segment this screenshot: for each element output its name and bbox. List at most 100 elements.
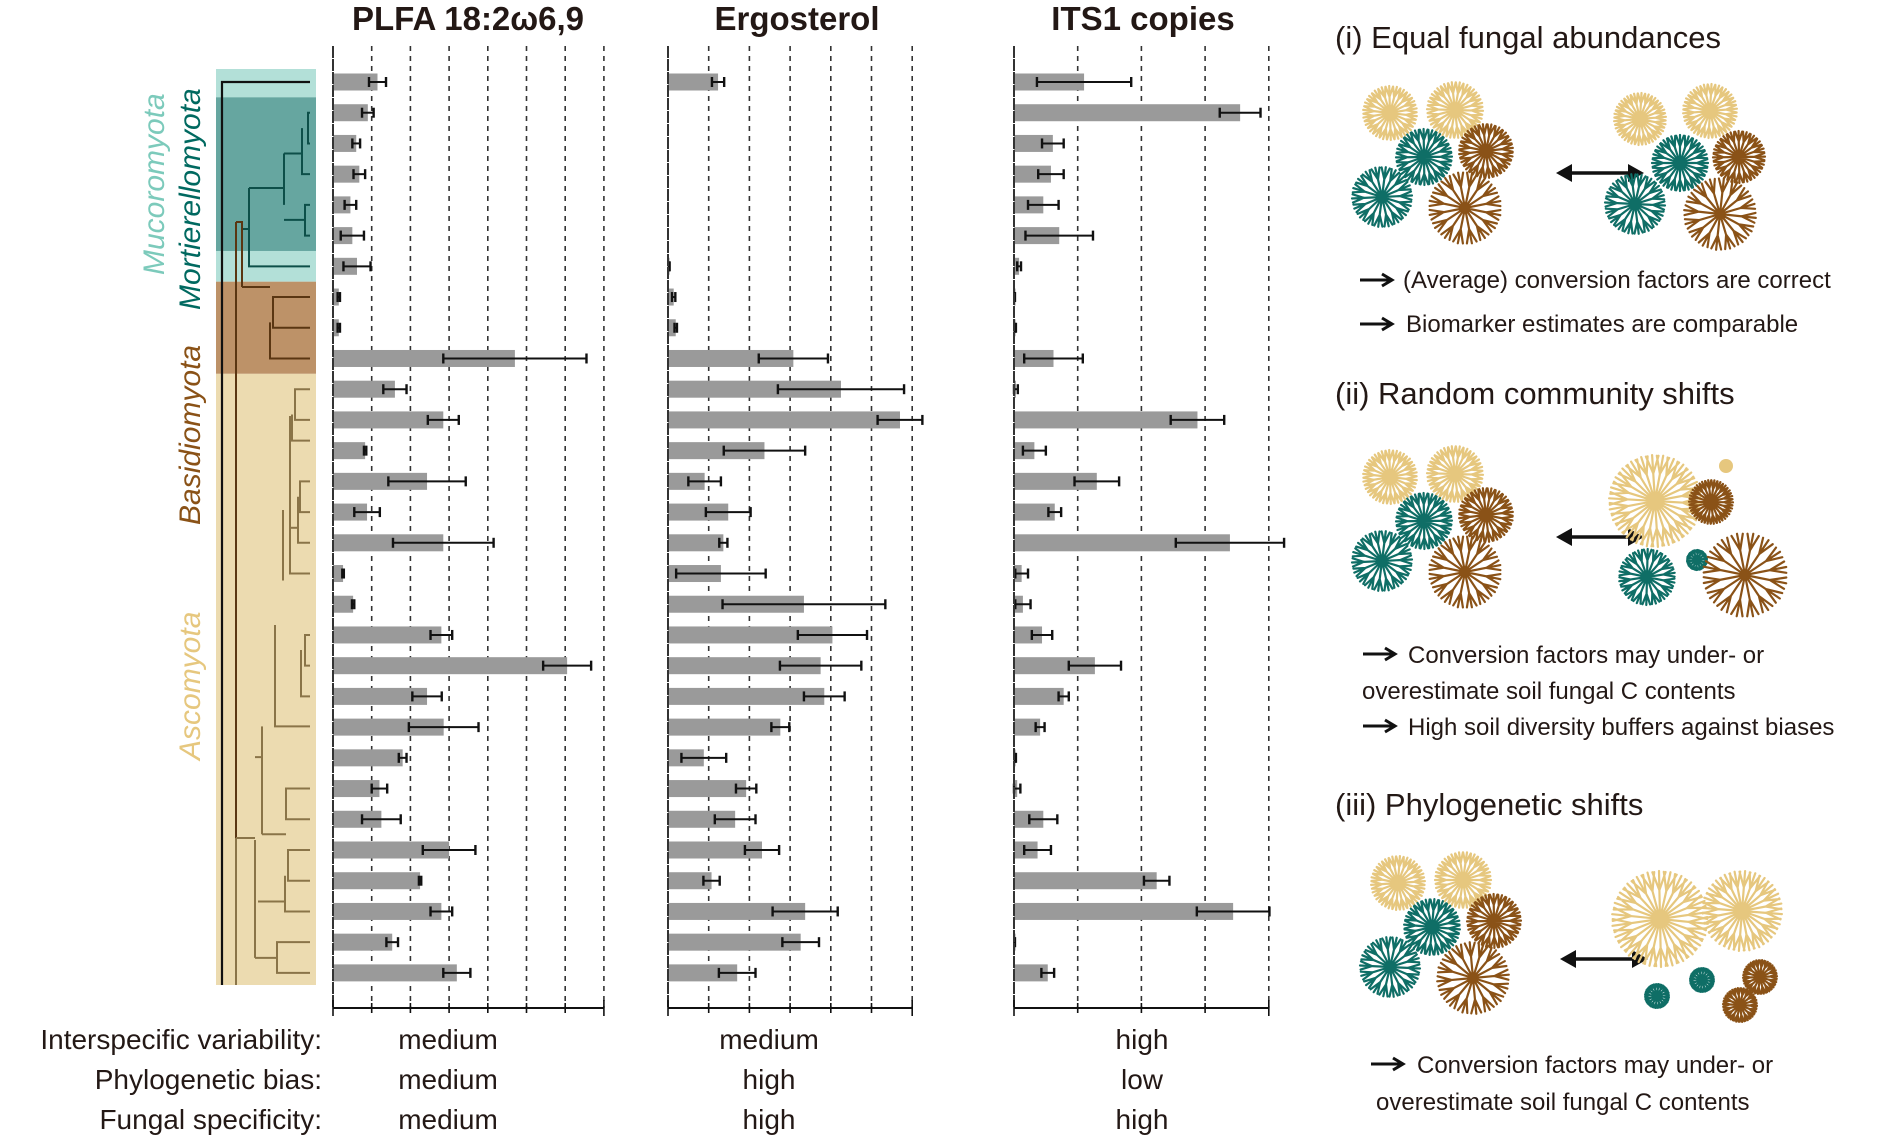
- bar: [1014, 503, 1055, 521]
- scenarios: (i) Equal fungal abundances (ii) Random …: [1335, 20, 1834, 1116]
- bullet-i-1: (Average) conversion factors are correct: [1360, 267, 1831, 294]
- plfa-variability: medium: [398, 1024, 498, 1055]
- bar: [668, 319, 676, 337]
- fungal-colony-icon: [1702, 532, 1788, 618]
- scenario-title-iii: (iii) Phylogenetic shifts: [1335, 787, 1643, 822]
- fungal-colony-icon: [1394, 127, 1454, 187]
- tree-branch: [299, 480, 310, 514]
- phylogeny: [216, 69, 316, 986]
- bar: [668, 933, 801, 951]
- bullet-i-2: Biomarker estimates are comparable: [1360, 311, 1798, 338]
- summary-table: Interspecific variability: Phylogenetic …: [40, 1024, 1168, 1135]
- fungal-colony-icon: [1741, 959, 1779, 995]
- bar: [333, 319, 339, 337]
- fungal-colony-icon: [1425, 445, 1485, 503]
- hyphae: [1403, 898, 1461, 956]
- its1-variability: high: [1116, 1024, 1169, 1055]
- fungal-colony-icon: [1458, 123, 1514, 179]
- bar: [333, 902, 442, 920]
- bar: [668, 902, 806, 920]
- bar: [1014, 687, 1064, 705]
- bar: [668, 718, 781, 736]
- hyphae: [1433, 851, 1493, 909]
- bar: [333, 349, 515, 367]
- fungal-colony-icon: [1428, 535, 1502, 609]
- bar: [668, 687, 825, 705]
- fungal-colony-icon: [1711, 129, 1767, 185]
- bar: [668, 411, 900, 429]
- hyphae: [1608, 454, 1702, 548]
- tree-branch: [300, 649, 310, 698]
- fungal-colony-icon: [1686, 548, 1708, 572]
- bar: [668, 73, 719, 91]
- scenario-title-i: (i) Equal fungal abundances: [1335, 20, 1721, 55]
- fungal-colony-icon: [1458, 487, 1514, 543]
- bar: [333, 626, 442, 644]
- bullet-text-cont: overestimate soil fungal C contents: [1376, 1089, 1750, 1116]
- hyphae: [1370, 855, 1426, 911]
- ergosterol-specificity: high: [743, 1104, 796, 1135]
- bullet-iii-1: Conversion factors may under- or overest…: [1371, 1052, 1773, 1116]
- bar: [333, 73, 378, 91]
- hyphae: [1425, 81, 1485, 139]
- fungal-colony-icon: [1362, 84, 1418, 142]
- hyphae: [1350, 530, 1414, 592]
- bar: [1014, 104, 1241, 122]
- hyphae: [1613, 91, 1667, 147]
- hyphae: [1458, 487, 1514, 543]
- bar: [668, 472, 705, 490]
- bullet-text: (Average) conversion factors are correct: [1403, 267, 1831, 294]
- bullet-text: Conversion factors may under- or: [1417, 1052, 1773, 1079]
- fungal-colony-icon: [1362, 448, 1418, 506]
- tree-branch: [294, 388, 310, 421]
- panel-title-plfa: PLFA 18:2ω6,9: [352, 0, 584, 37]
- hyphae: [1721, 987, 1759, 1023]
- fungal-colony-icon: [1433, 851, 1493, 909]
- tree-branch: [304, 633, 310, 667]
- hyphae: [1701, 870, 1783, 952]
- hyphae: [1702, 532, 1788, 618]
- tree-branch: [287, 849, 310, 882]
- tree-branch: [307, 111, 310, 145]
- tree-branch: [285, 787, 310, 821]
- fungal-colony-icon: [1350, 166, 1414, 228]
- hyphae: [1394, 127, 1454, 187]
- bar: [668, 872, 712, 890]
- bar: [333, 780, 380, 798]
- bar: [1014, 718, 1041, 736]
- arrow-right-icon: [1363, 718, 1398, 734]
- panel-title-ergosterol: Ergosterol: [714, 0, 879, 37]
- fungal-colony-icon: [1683, 177, 1757, 251]
- fungal-colony-icon: [1425, 81, 1485, 139]
- hyphae: [1394, 491, 1454, 551]
- fungal-colony-icon: [1358, 936, 1422, 998]
- tree-branch: [269, 322, 310, 360]
- fungal-colony-icon: [1613, 91, 1667, 147]
- plfa-phylo-bias: medium: [398, 1064, 498, 1095]
- tree-branch: [291, 414, 310, 442]
- bar: [668, 780, 747, 798]
- fungal-colony-icon: [1650, 133, 1710, 193]
- fungal-colony-icon: [1350, 530, 1414, 592]
- bar: [668, 380, 841, 398]
- bullet-ii-2: High soil diversity buffers against bias…: [1363, 714, 1834, 741]
- bar: [333, 134, 357, 152]
- hyphae: [1362, 448, 1418, 506]
- phylum-label-basidiomyota: Basidiomyota: [174, 345, 207, 525]
- row-label-specificity: Fungal specificity:: [99, 1104, 322, 1135]
- arrow-right-icon: [1360, 316, 1395, 332]
- bar: [333, 104, 368, 122]
- bar: [1014, 964, 1048, 982]
- bar: [333, 841, 450, 859]
- hyphae: [1603, 173, 1667, 235]
- fungal-colony-icon: [1687, 479, 1735, 525]
- bullet-text: Conversion factors may under- or: [1408, 642, 1764, 669]
- row-label-variability: Interspecific variability:: [40, 1024, 322, 1055]
- hyphae: [1618, 547, 1676, 607]
- bar-panels: [332, 46, 1286, 1016]
- tree-branch: [248, 230, 310, 268]
- tree-branch: [284, 875, 310, 913]
- panel-2: [1012, 46, 1286, 1016]
- bar: [333, 565, 344, 583]
